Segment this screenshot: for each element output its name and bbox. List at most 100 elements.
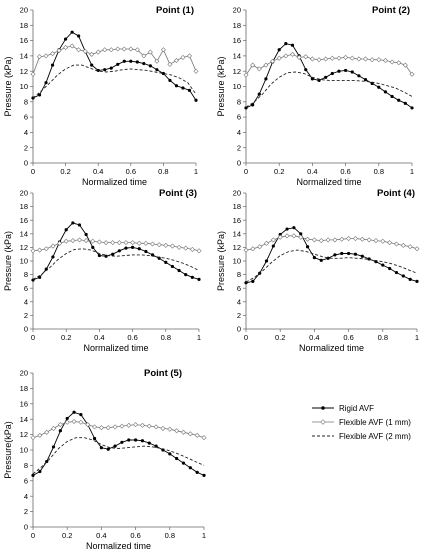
data-point-rigid-avf	[381, 263, 385, 267]
data-point-rigid-avf	[64, 228, 68, 232]
data-point-rigid-avf	[360, 254, 364, 258]
data-point-flexible-1mm	[160, 47, 166, 53]
x-tick-label: 0.4	[309, 333, 319, 342]
data-point-flexible-1mm	[176, 244, 182, 250]
x-tick-label: 0.2	[274, 167, 284, 176]
y-tick-label: 4	[24, 492, 28, 501]
data-point-rigid-avf	[383, 90, 388, 94]
data-point-rigid-avf	[284, 42, 288, 46]
data-point-flexible-1mm	[30, 435, 36, 441]
x-tick-label: 0.6	[127, 333, 137, 342]
x-tick-label: 0.2	[62, 531, 72, 540]
data-point-flexible-1mm	[56, 48, 62, 54]
data-point-flexible-1mm	[366, 237, 372, 243]
y-tick-label: 8	[24, 461, 28, 470]
y-axis-label: Pressure (kPa)	[3, 56, 13, 116]
data-point-rigid-avf	[353, 252, 358, 256]
data-point-rigid-avf	[337, 69, 341, 73]
data-point-rigid-avf	[122, 59, 126, 63]
data-point-rigid-avf	[388, 266, 392, 271]
data-point-flexible-1mm	[64, 419, 70, 425]
x-tick-label: 1	[415, 333, 419, 342]
data-point-rigid-avf	[124, 246, 128, 250]
data-point-rigid-avf	[91, 245, 95, 249]
data-point-flexible-1mm	[400, 242, 406, 248]
data-point-flexible-1mm	[126, 422, 132, 428]
data-point-rigid-avf	[72, 410, 76, 414]
panel-title: Point (3)	[159, 188, 197, 199]
y-tick-label: 18	[20, 202, 28, 211]
y-tick-label: 16	[233, 216, 241, 225]
data-point-rigid-avf	[390, 94, 394, 99]
data-point-flexible-1mm	[305, 236, 311, 242]
data-point-rigid-avf	[142, 61, 146, 66]
data-point-rigid-avf	[155, 68, 159, 72]
data-point-flexible-1mm	[154, 58, 160, 64]
x-tick-label: 0.6	[343, 333, 353, 342]
y-tick-label: 8	[237, 270, 241, 279]
data-point-rigid-avf	[403, 101, 407, 105]
x-tick-label: 1	[197, 333, 201, 342]
x-axis-label: Normalized time	[83, 343, 148, 353]
data-point-rigid-avf	[363, 78, 368, 82]
y-tick-label: 14	[20, 229, 28, 238]
data-point-rigid-avf	[168, 452, 172, 456]
data-point-rigid-avf	[70, 30, 74, 34]
data-point-flexible-1mm	[141, 53, 147, 59]
data-point-flexible-1mm	[316, 57, 322, 63]
data-point-rigid-avf	[135, 60, 139, 64]
data-point-rigid-avf	[116, 62, 120, 66]
data-point-flexible-1mm	[92, 424, 98, 430]
data-point-flexible-1mm	[263, 240, 270, 246]
legend: Rigid AVF Flexible AVF (1 mm) Flexible AVF…	[312, 404, 411, 441]
data-point-flexible-1mm	[318, 238, 324, 244]
x-axis-label: Normalized time	[296, 177, 361, 187]
data-point-flexible-1mm	[346, 236, 352, 242]
y-tick-label: 0	[24, 159, 28, 168]
y-tick-label: 20	[20, 6, 28, 15]
data-point-flexible-1mm	[156, 242, 162, 248]
data-point-flexible-1mm	[180, 54, 186, 60]
data-point-rigid-avf	[31, 473, 35, 478]
y-tick-label: 12	[20, 67, 28, 76]
data-point-rigid-avf	[401, 274, 405, 278]
y-tick-label: 16	[233, 36, 241, 45]
data-point-flexible-1mm	[277, 234, 283, 240]
data-point-rigid-avf	[50, 63, 55, 67]
data-point-rigid-avf	[103, 68, 107, 72]
data-point-rigid-avf	[299, 232, 303, 236]
data-point-rigid-avf	[51, 255, 55, 259]
panel-title: Point (5)	[144, 368, 182, 379]
legend-marker-rigid	[321, 406, 325, 410]
data-point-flexible-1mm	[402, 62, 408, 68]
x-tick-label: 1	[202, 531, 206, 540]
data-point-flexible-1mm	[95, 49, 101, 55]
data-point-flexible-1mm	[130, 240, 136, 246]
data-point-flexible-1mm	[332, 237, 338, 243]
x-tick-label: 0	[244, 167, 248, 176]
data-point-rigid-avf	[184, 273, 188, 277]
x-tick-label: 0.8	[158, 167, 168, 176]
data-point-flexible-1mm	[115, 46, 121, 52]
chart-panel-5: 0 2 4 6 8 10 12 14 16 18 20 0 0.2 0.4 0.6 0.8 1 Normalize…	[3, 368, 411, 550]
y-tick-label: 14	[20, 52, 28, 61]
data-point-flexible-1mm	[50, 51, 56, 57]
data-point-flexible-1mm	[263, 62, 269, 68]
data-point-rigid-avf	[134, 438, 138, 442]
data-point-rigid-avf	[113, 444, 117, 448]
data-point-flexible-1mm	[283, 53, 289, 59]
data-point-flexible-1mm	[167, 61, 173, 67]
data-point-rigid-avf	[109, 66, 113, 70]
y-tick-label: 18	[233, 21, 241, 30]
data-point-flexible-1mm	[193, 68, 199, 74]
data-point-flexible-1mm	[103, 240, 109, 246]
data-point-flexible-1mm	[250, 246, 256, 252]
data-point-rigid-avf	[38, 469, 42, 474]
y-tick-label: 6	[24, 476, 28, 485]
data-point-flexible-1mm	[70, 238, 76, 244]
data-point-rigid-avf	[292, 226, 296, 230]
y-tick-label: 0	[24, 325, 28, 334]
data-point-rigid-avf	[84, 232, 88, 237]
data-point-rigid-avf	[181, 86, 185, 90]
data-point-rigid-avf	[340, 251, 344, 256]
